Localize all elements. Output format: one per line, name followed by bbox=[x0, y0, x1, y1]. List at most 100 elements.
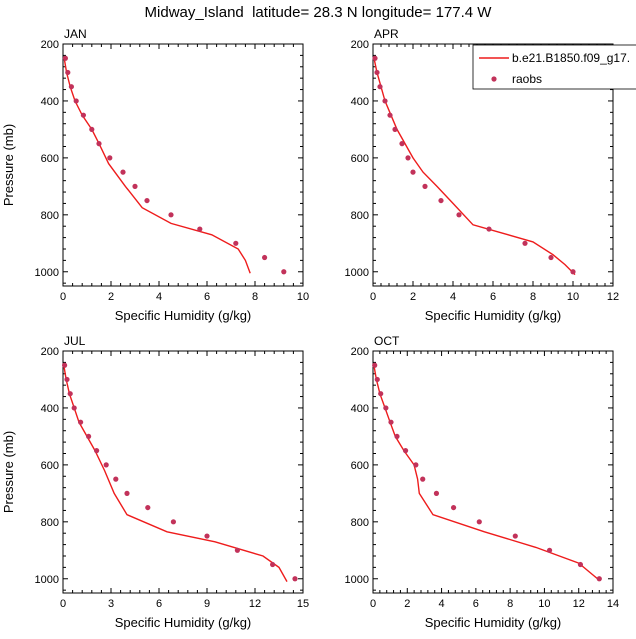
data-point-raobs bbox=[410, 169, 416, 175]
x-tick-label: 8 bbox=[507, 598, 513, 610]
y-tick-label: 400 bbox=[351, 96, 369, 108]
data-point-raobs bbox=[144, 197, 150, 204]
x-tick-label: 14 bbox=[607, 598, 619, 610]
data-point-raobs bbox=[392, 126, 398, 133]
plot-frame bbox=[372, 350, 614, 594]
x-tick-label: 2 bbox=[108, 291, 114, 303]
data-point-raobs bbox=[132, 183, 138, 189]
data-point-raobs bbox=[233, 240, 239, 246]
data-point-raobs bbox=[548, 254, 554, 261]
series-line-model bbox=[63, 365, 288, 582]
data-point-raobs bbox=[73, 98, 79, 104]
y-tick-label: 200 bbox=[41, 346, 59, 358]
data-point-raobs bbox=[120, 169, 126, 175]
data-point-raobs bbox=[204, 533, 210, 539]
data-point-raobs bbox=[124, 490, 130, 496]
x-tick-label: 4 bbox=[439, 598, 445, 610]
data-point-raobs bbox=[270, 561, 276, 568]
data-point-raobs bbox=[476, 519, 482, 525]
y-tick-label: 800 bbox=[351, 517, 369, 529]
x-axis-title: Specific Humidity (g/kg) bbox=[425, 308, 562, 323]
data-point-raobs bbox=[374, 376, 380, 383]
data-point-raobs bbox=[62, 55, 68, 61]
x-tick-label: 0 bbox=[60, 291, 66, 303]
x-axis-title: Specific Humidity (g/kg) bbox=[115, 615, 252, 630]
data-point-raobs bbox=[107, 155, 113, 161]
data-point-raobs bbox=[512, 533, 518, 539]
data-point-raobs bbox=[522, 240, 528, 246]
data-point-raobs bbox=[596, 576, 602, 582]
x-tick-label: 10 bbox=[538, 598, 550, 610]
x-tick-label: 12 bbox=[249, 598, 261, 610]
data-point-raobs bbox=[86, 433, 92, 440]
x-tick-label: 12 bbox=[607, 291, 619, 303]
panel-label: JAN bbox=[64, 27, 87, 41]
x-tick-label: 6 bbox=[490, 291, 496, 303]
y-tick-label: 1000 bbox=[35, 574, 59, 586]
x-tick-label: 15 bbox=[297, 598, 309, 610]
data-point-raobs bbox=[394, 433, 400, 440]
data-point-raobs bbox=[383, 405, 389, 411]
series-line-model bbox=[373, 58, 576, 276]
panel-label: OCT bbox=[374, 334, 400, 348]
x-tick-label: 4 bbox=[156, 291, 162, 303]
x-tick-label: 9 bbox=[204, 598, 210, 610]
data-point-raobs bbox=[372, 55, 378, 61]
data-point-raobs bbox=[399, 141, 405, 147]
legend-box bbox=[472, 44, 636, 90]
data-point-raobs bbox=[387, 112, 393, 118]
y-tick-label: 800 bbox=[41, 517, 59, 529]
data-point-raobs bbox=[103, 462, 109, 468]
data-point-raobs bbox=[80, 112, 86, 118]
plot-frame bbox=[62, 43, 304, 287]
data-point-raobs bbox=[377, 84, 383, 90]
data-point-raobs bbox=[67, 391, 73, 397]
panel-label: APR bbox=[374, 27, 399, 41]
legend-label-obs: raobs bbox=[512, 72, 542, 86]
x-axis-title: Specific Humidity (g/kg) bbox=[425, 615, 562, 630]
data-point-raobs bbox=[372, 362, 378, 368]
y-tick-label: 1000 bbox=[345, 267, 369, 279]
x-tick-label: 10 bbox=[567, 291, 579, 303]
legend-label-model: b.e21.B1850.f09_g17. bbox=[512, 51, 630, 65]
y-axis-title: Pressure (mb) bbox=[1, 124, 16, 206]
data-point-raobs bbox=[113, 476, 119, 482]
y-tick-label: 1000 bbox=[345, 574, 369, 586]
x-tick-label: 2 bbox=[404, 598, 410, 610]
data-point-raobs bbox=[388, 419, 394, 425]
x-tick-label: 0 bbox=[370, 291, 376, 303]
data-point-raobs bbox=[438, 197, 444, 204]
data-point-raobs bbox=[64, 376, 70, 383]
x-tick-label: 3 bbox=[108, 598, 114, 610]
data-point-raobs bbox=[420, 476, 426, 482]
data-point-raobs bbox=[262, 254, 268, 261]
x-tick-label: 6 bbox=[473, 598, 479, 610]
panel-label: JUL bbox=[64, 334, 86, 348]
data-point-raobs bbox=[413, 462, 419, 468]
x-tick-label: 6 bbox=[156, 598, 162, 610]
x-tick-label: 8 bbox=[530, 291, 536, 303]
data-point-raobs bbox=[570, 269, 576, 275]
y-tick-label: 600 bbox=[41, 153, 59, 165]
data-point-raobs bbox=[62, 362, 68, 368]
data-point-raobs bbox=[234, 547, 240, 553]
x-tick-label: 8 bbox=[252, 291, 258, 303]
data-point-raobs bbox=[292, 576, 298, 582]
y-tick-label: 600 bbox=[351, 460, 369, 472]
y-tick-label: 600 bbox=[41, 460, 59, 472]
x-tick-label: 0 bbox=[60, 598, 66, 610]
data-point-raobs bbox=[281, 269, 287, 275]
panel-jan: JAN 0 2 4 6 8 10 200 400 600 800 1000 Specific Humid… bbox=[1, 27, 309, 323]
y-tick-label: 200 bbox=[351, 39, 369, 51]
data-point-raobs bbox=[71, 405, 77, 411]
data-point-raobs bbox=[168, 212, 174, 218]
y-tick-label: 200 bbox=[41, 39, 59, 51]
data-point-raobs bbox=[89, 126, 95, 133]
x-tick-label: 4 bbox=[450, 291, 456, 303]
x-tick-label: 2 bbox=[410, 291, 416, 303]
data-point-raobs bbox=[405, 155, 411, 161]
data-point-raobs bbox=[456, 212, 462, 218]
panel-apr: APR 0 2 4 6 8 10 12 200 400 600 800 1000 Specific Hum… bbox=[345, 27, 620, 323]
legend-marker-swatch bbox=[491, 76, 497, 82]
